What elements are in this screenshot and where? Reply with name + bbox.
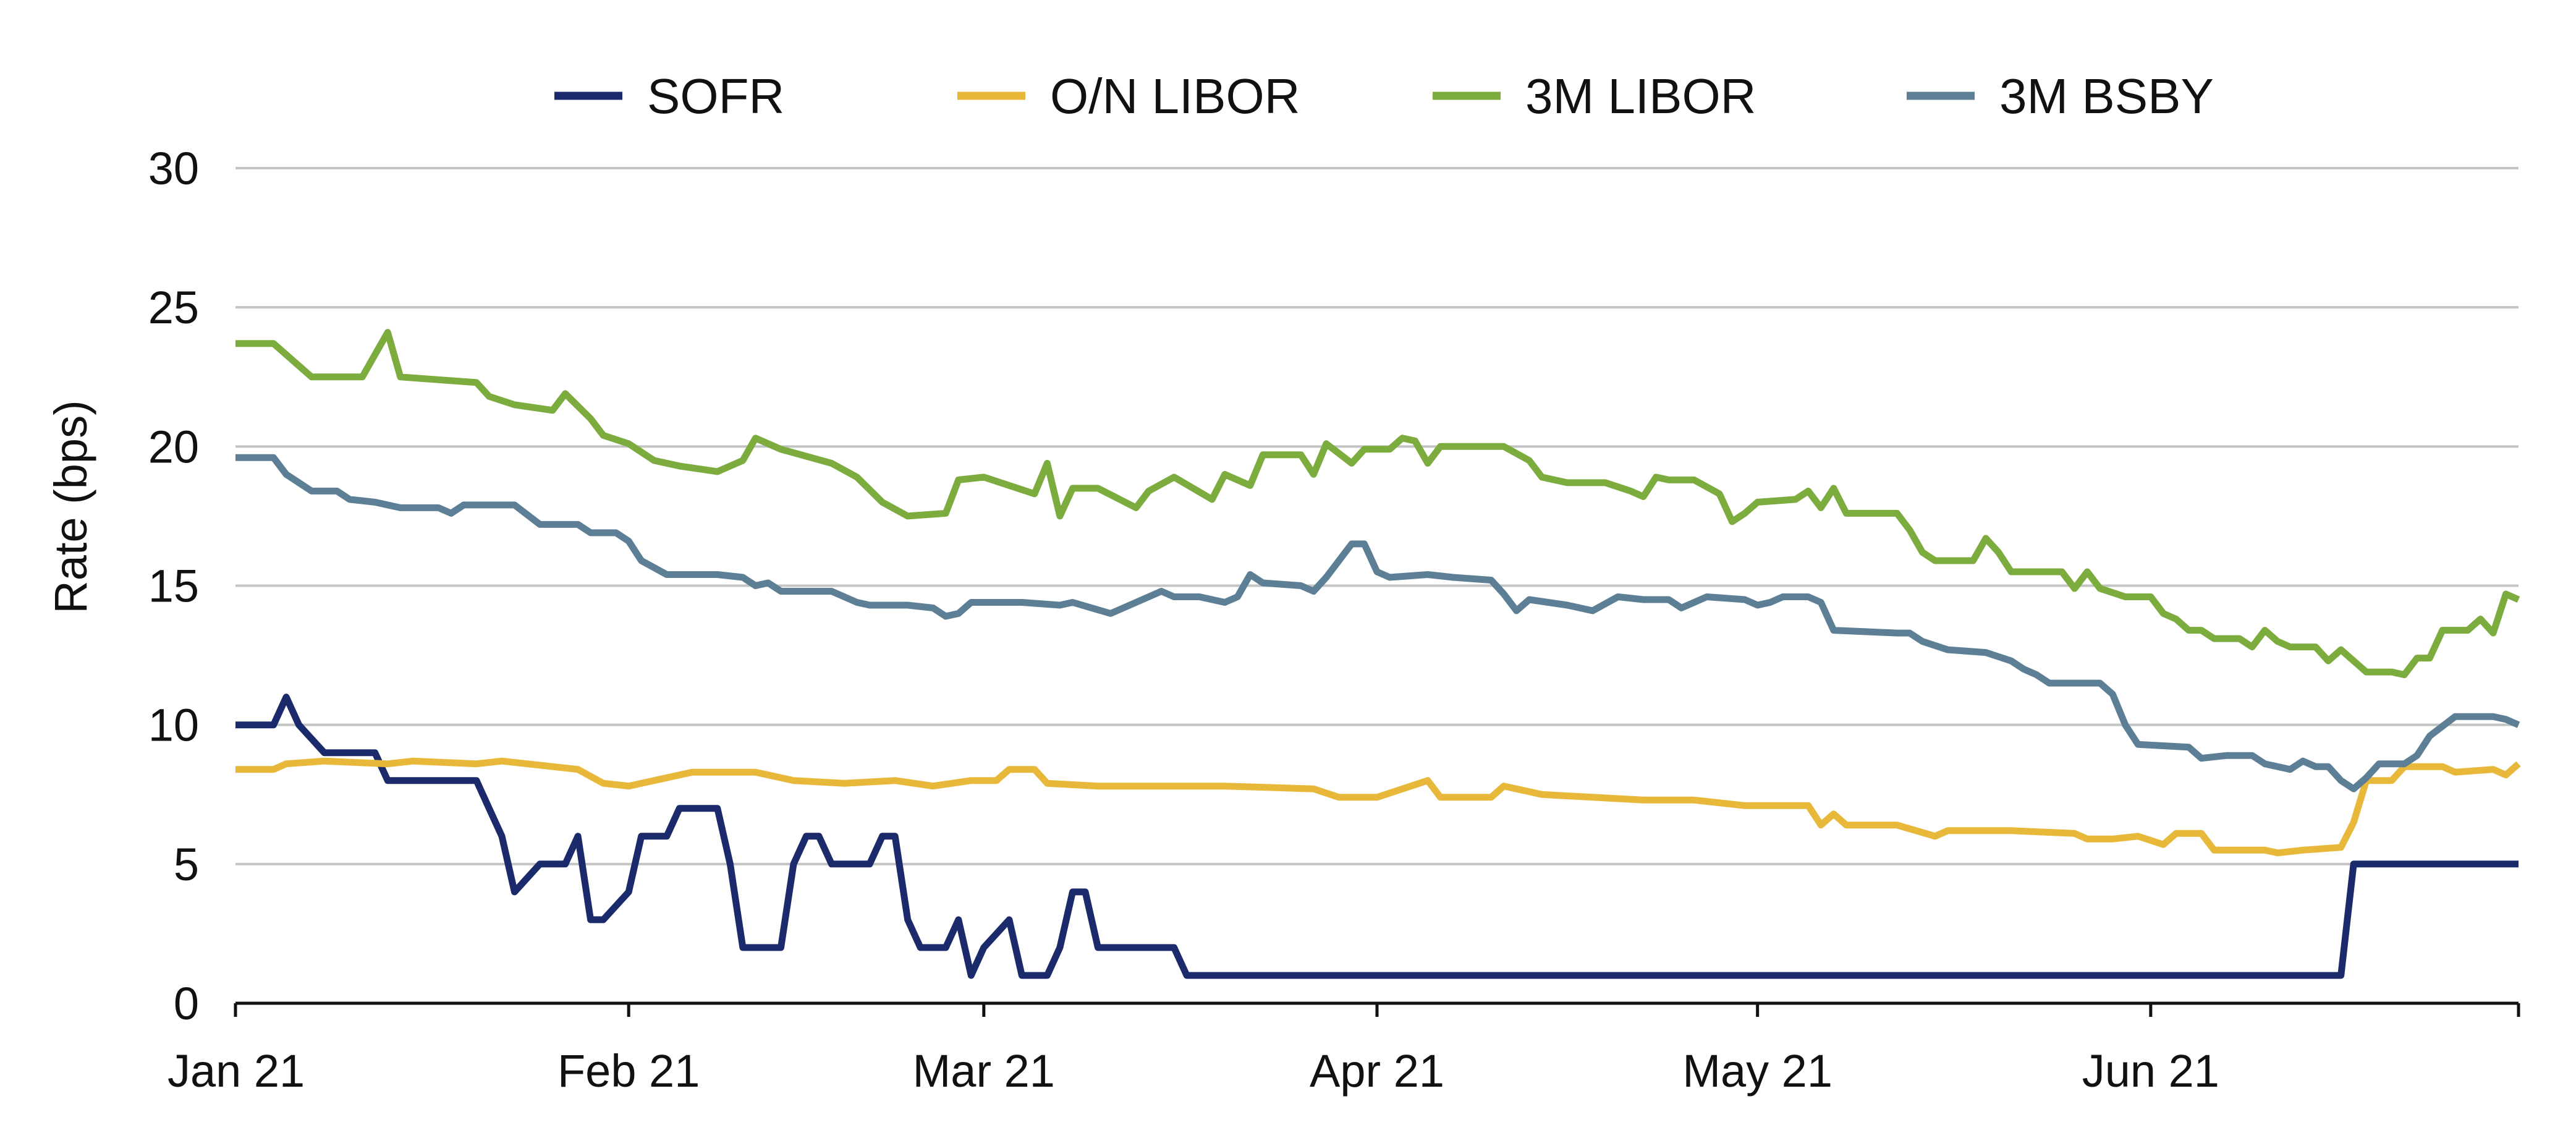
legend-item: O/N LIBOR [957, 69, 1300, 124]
x-tick-label: Jun 21 [2082, 1045, 2219, 1097]
x-tick-label: Feb 21 [557, 1045, 700, 1097]
y-axis-title: Rate (bps) [45, 400, 96, 613]
y-tick-label: 10 [148, 700, 199, 751]
y-tick-label: 20 [148, 421, 199, 472]
x-tick-label: Mar 21 [913, 1045, 1055, 1097]
series-line-3m-libor [235, 329, 2520, 679]
legend-label: 3M LIBOR [1525, 69, 1756, 124]
series-line-o-n-libor [235, 757, 2521, 857]
legend: SOFR O/N LIBOR 3M LIBOR 3M BSBY [554, 69, 2214, 124]
x-tick-label: Apr 21 [1310, 1045, 1444, 1097]
y-tick-label: 15 [148, 561, 199, 612]
legend-label: SOFR [647, 69, 784, 124]
y-tick-label: 5 [174, 839, 199, 890]
series-line-3m-bsby [235, 454, 2520, 792]
legend-item: SOFR [554, 69, 784, 124]
y-tick-label: 0 [174, 978, 199, 1029]
gridlines [235, 167, 2519, 865]
series-line-sofr [235, 694, 2519, 979]
x-axis: Jan 21 Feb 21 Mar 21 Apr 21 May 21 Jun 21 [167, 1001, 2520, 1097]
legend-label: O/N LIBOR [1050, 69, 1300, 124]
legend-item: 3M LIBOR [1433, 69, 1756, 124]
y-tick-label: 30 [148, 143, 199, 194]
legend-label: 3M BSBY [1999, 69, 2214, 124]
x-tick-label: Jan 21 [167, 1045, 305, 1097]
x-tick-label: May 21 [1682, 1045, 1832, 1097]
y-axis-ticks: 0 5 10 15 20 25 30 [148, 143, 199, 1029]
series-lines [235, 329, 2521, 979]
y-tick-label: 25 [148, 282, 199, 333]
legend-item: 3M BSBY [1907, 69, 2214, 124]
